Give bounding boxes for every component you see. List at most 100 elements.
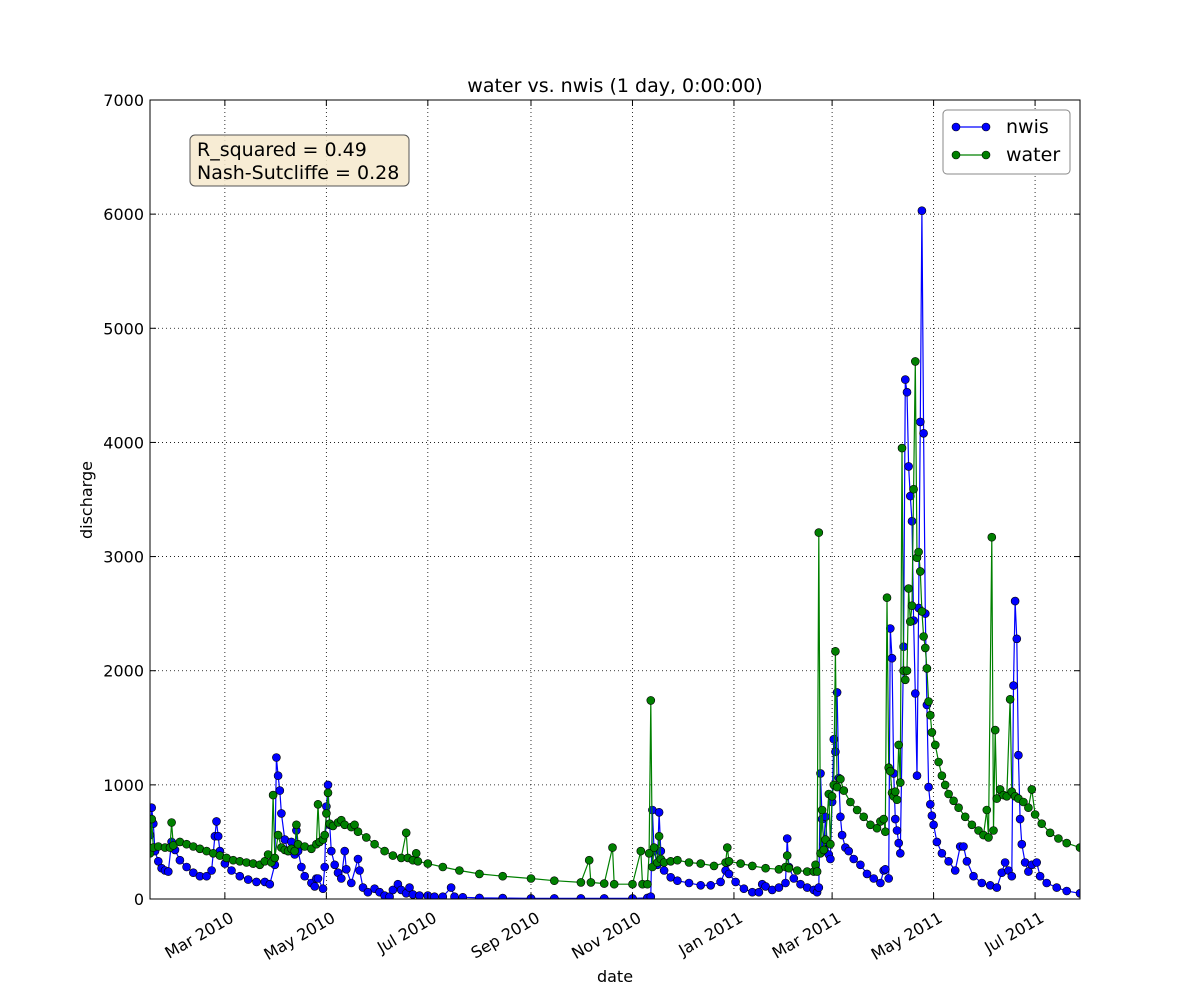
point-water [736, 859, 745, 868]
point-water [872, 823, 882, 833]
legend-box [942, 109, 1071, 175]
point-nwis [869, 874, 879, 883]
point-water [836, 774, 845, 784]
chart-title: water vs. nwis (1 day, 0:00:00) [467, 75, 762, 97]
point-nwis [272, 753, 281, 762]
point-nwis [1012, 634, 1022, 644]
stats-annotation: R_squared = 0.49 Nash-Sutcliffe = 0.28 [189, 134, 410, 187]
point-nwis [164, 867, 173, 876]
point-water [455, 866, 464, 875]
point-water [608, 843, 617, 852]
point-nwis [836, 812, 845, 822]
point-water [636, 846, 646, 856]
point-nwis [175, 855, 185, 865]
point-nwis [959, 842, 968, 851]
point-nwis [213, 831, 223, 841]
point-water [361, 833, 371, 842]
point-water [937, 771, 947, 781]
point-nwis [273, 771, 283, 781]
point-nwis [340, 846, 350, 856]
point-nwis [346, 878, 356, 888]
point-water [1030, 810, 1040, 819]
point-nwis [892, 826, 902, 835]
point-water [290, 846, 300, 856]
point-nwis [1032, 858, 1041, 867]
point-water [827, 791, 837, 801]
point-water [167, 818, 176, 827]
point-nwis [646, 892, 656, 899]
point-nwis [781, 878, 790, 888]
point-water [919, 632, 928, 641]
point-water [949, 796, 958, 806]
point-nwis [1035, 871, 1045, 881]
point-nwis [761, 882, 770, 891]
point-nwis [1009, 681, 1018, 690]
series-nwis [150, 206, 1080, 899]
point-nwis [915, 417, 925, 427]
point-water [1019, 797, 1028, 807]
point-nwis [277, 809, 286, 818]
point-water [549, 876, 559, 886]
point-water [897, 443, 907, 453]
point-water [475, 869, 484, 879]
stats-line-nash-sutcliffe: Nash-Sutcliffe = 0.28 [197, 162, 399, 184]
point-water [992, 794, 1002, 803]
x-axis-label: date [597, 967, 633, 986]
point-water [263, 850, 273, 859]
point-nwis [265, 879, 275, 889]
point-water [792, 866, 802, 875]
point-water [722, 843, 732, 852]
point-water [724, 856, 734, 866]
point-nwis [355, 866, 364, 875]
point-water [880, 827, 890, 837]
point-nwis [673, 876, 682, 886]
point-water [322, 809, 331, 818]
point-water [852, 805, 862, 815]
point-water [644, 848, 654, 858]
point-nwis [654, 807, 664, 817]
point-water [925, 710, 935, 720]
point-nwis [826, 854, 835, 864]
point-nwis [1052, 883, 1061, 892]
point-water [890, 787, 900, 797]
point-water [984, 833, 993, 842]
point-water [438, 862, 448, 872]
y-axis-label: discharge [77, 461, 96, 539]
point-water [270, 853, 280, 863]
point-water [902, 666, 912, 676]
point-water [273, 830, 283, 840]
point-nwis [937, 848, 947, 858]
point-nwis [905, 491, 915, 501]
point-water [649, 843, 659, 852]
point-nwis [696, 880, 706, 890]
point-nwis [927, 811, 937, 821]
point-nwis [919, 428, 928, 438]
point-water [846, 797, 855, 807]
point-nwis [887, 653, 897, 663]
legend-marker-water [951, 150, 961, 160]
point-water [960, 812, 970, 822]
point-nwis [1010, 596, 1020, 606]
point-water [1045, 828, 1055, 838]
point-water [954, 803, 963, 813]
point-water [967, 820, 977, 830]
point-nwis [243, 875, 253, 884]
plot-area [150, 100, 1080, 899]
point-nwis [706, 880, 716, 890]
point-water [885, 766, 895, 776]
point-nwis [925, 799, 935, 809]
point-nwis [894, 838, 904, 848]
point-nwis [890, 814, 900, 824]
point-nwis [1014, 750, 1023, 760]
point-water [423, 859, 433, 868]
y-tick-label: 2000 [103, 662, 144, 681]
point-nwis [550, 894, 559, 899]
point-water [673, 855, 682, 865]
point-nwis [446, 883, 456, 892]
point-water [370, 839, 379, 849]
point-water [982, 805, 992, 815]
point-nwis [900, 375, 910, 384]
point-water [320, 830, 330, 840]
point-water [944, 789, 953, 799]
point-nwis [796, 879, 805, 889]
